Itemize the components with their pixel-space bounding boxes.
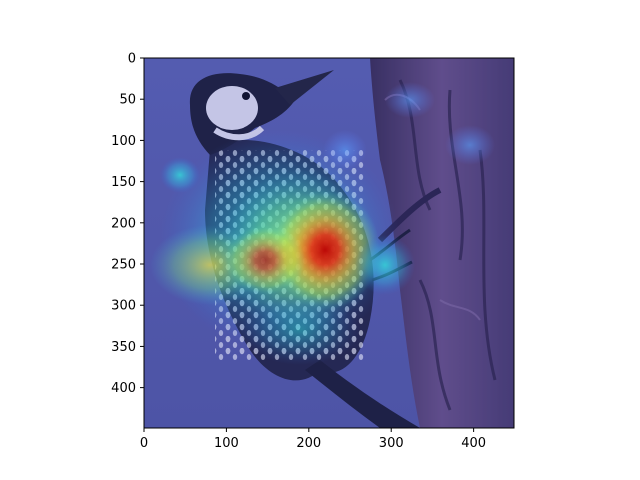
heatmap-overlay bbox=[144, 58, 514, 428]
y-tick-label: 100 bbox=[111, 134, 136, 149]
x-axis: 0 100 200 300 400 bbox=[140, 428, 486, 451]
bird-eye bbox=[242, 92, 250, 100]
x-tick-label: 200 bbox=[296, 436, 321, 451]
y-tick-label: 300 bbox=[111, 299, 136, 314]
plot-frame bbox=[143, 57, 515, 429]
y-tick-label: 250 bbox=[111, 258, 136, 273]
y-tick-label: 400 bbox=[111, 381, 136, 396]
y-axis: 0 50 100 150 200 250 300 350 400 bbox=[111, 52, 144, 396]
bird-tail bbox=[305, 360, 420, 428]
x-tick-label: 400 bbox=[461, 436, 486, 451]
y-tick-label: 200 bbox=[111, 216, 136, 231]
x-tick-label: 100 bbox=[214, 436, 239, 451]
y-tick-label: 150 bbox=[111, 175, 136, 190]
y-tick-label: 0 bbox=[128, 52, 136, 67]
y-tick-label: 50 bbox=[119, 93, 136, 108]
x-tick-label: 300 bbox=[379, 436, 404, 451]
image-content bbox=[144, 58, 514, 428]
bird-beak bbox=[275, 70, 334, 105]
x-tick-label: 0 bbox=[140, 436, 148, 451]
y-tick-label: 350 bbox=[111, 340, 136, 355]
